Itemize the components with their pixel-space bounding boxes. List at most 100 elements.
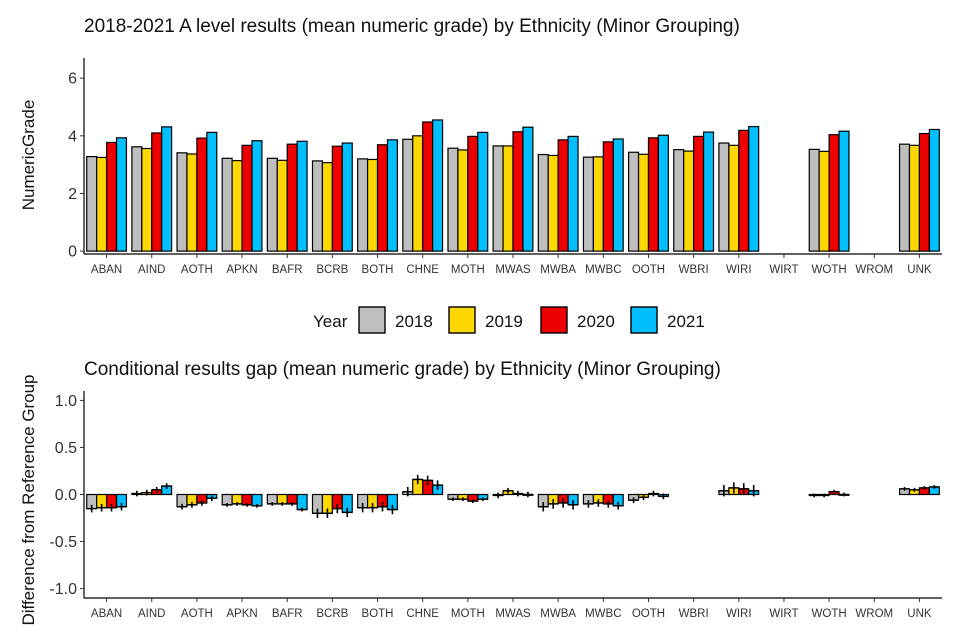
top-chart-y-axis-title: NumericGrade [19, 100, 38, 211]
bottom-chart-x-tick-label-moth: MOTH [451, 608, 485, 620]
top-chart-bar-woth-2018 [808, 148, 820, 252]
top-chart-bar-chne-2020 [422, 121, 434, 252]
top-chart-bar-bcrb-2018 [311, 160, 324, 252]
top-chart-bar-apkn-2019 [231, 160, 243, 252]
top-chart-bar-mwba-2021 [567, 135, 579, 252]
top-chart-bar-wiri-2020 [738, 129, 750, 252]
top-chart-title: 2018-2021 A level results (mean numeric … [84, 16, 740, 37]
top-chart-bar-aoth-2019 [186, 153, 198, 252]
top-chart-bar-moth-2019 [457, 149, 469, 252]
top-chart-bar-mwba-2020 [557, 139, 569, 252]
top-chart-bar-moth-2021 [477, 131, 489, 252]
legend-title: Year [313, 312, 348, 331]
top-chart-bar-aind-2020 [151, 132, 163, 252]
top-chart-x-tick-label-both: BOTH [362, 264, 394, 276]
bottom-chart-y-axis-title: Difference from Reference Group [19, 374, 38, 625]
top-chart-x-tick-label-aoth: AOTH [181, 264, 213, 276]
top-chart-bar-unk-2020 [918, 132, 930, 252]
top-chart-bar-woth-2020 [828, 134, 840, 252]
top-chart-bar-aind-2021 [161, 126, 173, 252]
top-chart-bar-ooth-2019 [637, 153, 650, 252]
top-chart-bar-both-2020 [376, 144, 389, 252]
top-chart-bar-wbri-2021 [702, 131, 715, 252]
top-chart-bar-mwbc-2018 [582, 156, 594, 252]
top-chart-x-tick-label-bafr: BAFR [272, 264, 303, 276]
top-chart-bar-mwas-2021 [522, 126, 534, 252]
top-chart-x-tick-label-mwas: MWAS [495, 264, 531, 276]
top-chart-axes: 0 2 4 6 ABAN AIND AOTH APKN BAFR BCRB BOTH CHNE MOTH… [68, 58, 942, 276]
bottom-chart-x-tick-label-both: BOTH [362, 608, 394, 620]
bottom-chart-x-tick-label-ooth: OOTH [632, 608, 665, 620]
top-chart-bar-wiri-2018 [718, 142, 730, 252]
top-chart-bar-mwbc-2021 [612, 138, 624, 252]
legend-swatch-2020 [540, 306, 568, 334]
top-chart-x-tick-label-bcrb: BCRB [316, 264, 348, 276]
top-chart-bar-mwas-2020 [512, 131, 524, 252]
bottom-chart-x-tick-label-wbri: WBRI [679, 608, 709, 620]
bottom-chart-x-tick-label-wirt: WIRT [769, 608, 798, 620]
legend-swatch-2019 [448, 306, 476, 334]
bottom-chart-x-tick-label-chne: CHNE [406, 608, 439, 620]
bottom-chart-x-tick-label-mwas: MWAS [495, 608, 531, 620]
top-chart-bar-aoth-2021 [206, 131, 218, 252]
top-chart-bar-unk-2021 [928, 128, 940, 252]
top-chart-bar-ooth-2020 [647, 137, 660, 252]
top-chart-bar-unk-2018 [898, 143, 911, 252]
legend-swatch-2021 [630, 306, 658, 334]
top-chart-bar-aban-2021 [115, 137, 128, 252]
top-chart-x-tick-label-apkn: APKN [226, 264, 257, 276]
top-chart-bar-bafr-2018 [266, 157, 278, 252]
top-chart-bar-wiri-2019 [728, 144, 740, 252]
legend: Year 2018 2019 2020 2021 [313, 306, 705, 334]
legend-label-2018: 2018 [395, 312, 433, 331]
bottom-chart-x-tick-label-bcrb: BCRB [316, 608, 348, 620]
bottom-chart-x-tick-label-wiri: WIRI [726, 608, 752, 620]
top-chart-bar-ooth-2018 [628, 151, 640, 252]
bottom-chart-y-tick-label: 0.0 [55, 487, 77, 504]
bottom-chart-x-tick-label-aoth: AOTH [181, 608, 213, 620]
top-chart-bar-apkn-2018 [221, 157, 233, 252]
bottom-chart-x-tick-label-bafr: BAFR [272, 608, 303, 620]
top-chart-bar-wiri-2021 [748, 125, 760, 252]
top-chart-bar-both-2021 [386, 139, 398, 252]
top-chart-x-tick-label-wiri: WIRI [726, 264, 752, 276]
top-chart-bar-wbri-2019 [683, 150, 695, 252]
legend-label-2020: 2020 [577, 312, 615, 331]
bottom-chart-x-tick-label-wrom: WROM [855, 608, 893, 620]
top-chart-bar-aban-2020 [105, 141, 118, 252]
top-chart-x-tick-label-wrom: WROM [855, 264, 893, 276]
top-chart-x-tick-label-ooth: OOTH [632, 264, 665, 276]
top-chart-x-tick-label-chne: CHNE [406, 264, 439, 276]
bottom-chart-y-tick-label: -0.5 [49, 534, 77, 551]
top-chart-bar-both-2019 [366, 158, 379, 252]
top-chart-x-tick-label-unk: UNK [907, 264, 932, 276]
bottom-chart-y-tick-label: 0.5 [55, 440, 77, 457]
top-chart-bar-aoth-2020 [196, 137, 208, 252]
top-chart-bar-bcrb-2020 [331, 145, 343, 252]
top-chart-bar-mwas-2019 [502, 145, 514, 252]
top-chart-bar-mwba-2019 [547, 154, 559, 252]
top-chart-bar-mwbc-2019 [592, 156, 604, 252]
top-chart-bar-mwas-2018 [492, 145, 504, 252]
top-chart-bar-chne-2019 [412, 135, 424, 252]
top-chart-bar-wbri-2020 [693, 135, 705, 252]
top-chart-bar-woth-2021 [838, 130, 850, 252]
bottom-chart-y-tick-label: -1.0 [49, 581, 77, 598]
top-chart-bar-moth-2020 [467, 135, 479, 252]
legend-label-2021: 2021 [667, 312, 705, 331]
top-chart-bar-apkn-2021 [251, 140, 263, 252]
top-chart-bar-aind-2019 [141, 147, 153, 252]
top-chart-bar-both-2018 [357, 158, 369, 252]
top-chart: 2018-2021 A level results (mean numeric … [19, 16, 942, 276]
top-chart-bar-bafr-2021 [296, 140, 308, 252]
top-chart-bar-wbri-2018 [673, 149, 685, 252]
top-chart-bar-aoth-2018 [176, 152, 188, 252]
bottom-chart-x-tick-label-unk: UNK [907, 608, 932, 620]
bottom-chart: Conditional results gap (mean numeric gr… [19, 359, 942, 626]
top-chart-bar-chne-2018 [402, 138, 414, 252]
top-chart-bar-mwbc-2020 [602, 141, 614, 252]
bottom-chart-x-tick-label-woth: WOTH [812, 608, 847, 620]
bottom-chart-x-tick-label-aind: AIND [138, 608, 165, 620]
top-chart-bar-bcrb-2021 [341, 142, 353, 252]
